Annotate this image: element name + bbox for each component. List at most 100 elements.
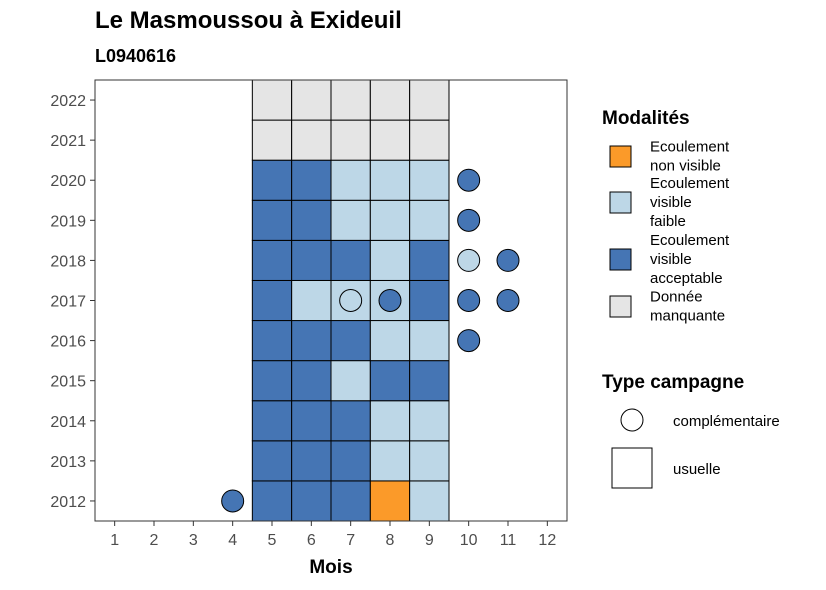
tile-2020-6: [291, 159, 332, 201]
tile-2012-8: [369, 480, 411, 522]
tile-2014-9: [409, 400, 450, 442]
legend-label-acceptable: Ecoulement visible acceptable: [650, 232, 730, 287]
complementaire-points: [221, 168, 520, 513]
y-tick-label: 2018: [50, 253, 86, 270]
y-tick-label: 2021: [50, 133, 86, 150]
point-2017-7: [339, 289, 363, 312]
tile-2018-7: [330, 239, 371, 281]
x-tick-label: 6: [307, 532, 316, 549]
legend-key-acceptable: [609, 248, 632, 271]
x-tick-label: 9: [425, 532, 434, 549]
point-2018-10: [457, 248, 481, 272]
x-tick-label: 8: [386, 532, 395, 549]
legend-label-complementaire: complémentaire: [673, 413, 780, 430]
y-tick-label: 2014: [50, 414, 86, 431]
legend-label-faible: Ecoulement visible faible: [650, 175, 730, 230]
chart-title: Le Masmoussou à Exideuil: [95, 7, 402, 34]
tile-2021-9: [409, 119, 450, 161]
x-tick-label: 1: [110, 532, 119, 549]
tile-2014-8: [369, 400, 411, 442]
point-2020-10: [457, 168, 481, 192]
legend-modalites-title: Modalités: [602, 108, 690, 129]
legend-label-nonvisible: Ecoulement non visible: [650, 139, 730, 175]
y-axis: 2012 2013 2014 2015 2016 2017 2018 2019 2020 2021…: [50, 93, 95, 511]
tile-2022-5: [251, 79, 293, 121]
tile-2015-6: [291, 360, 332, 402]
legend-key-complementaire: [620, 408, 644, 432]
point-2019-10: [457, 208, 481, 232]
tile-2012-7: [330, 480, 371, 522]
tile-2020-7: [330, 159, 371, 201]
y-tick-label: 2016: [50, 334, 86, 351]
tile-2013-8: [369, 440, 411, 482]
x-tick-label: 12: [538, 532, 556, 549]
tile-2015-9: [409, 360, 450, 402]
tile-2018-5: [251, 239, 293, 281]
legend-key-faible: [609, 191, 632, 214]
tile-2015-5: [251, 360, 293, 402]
y-tick-label: 2019: [50, 213, 86, 230]
tile-2022-8: [369, 79, 411, 121]
tile-2021-7: [330, 119, 371, 161]
tile-2017-5: [251, 279, 293, 322]
point-2017-10: [457, 289, 481, 312]
y-tick-label: 2012: [50, 494, 86, 511]
tile-2022-7: [330, 79, 371, 121]
tile-2018-8: [369, 239, 411, 281]
tile-2016-9: [409, 320, 450, 362]
tile-2019-6: [291, 199, 332, 241]
tile-2020-9: [409, 159, 450, 201]
tile-2014-5: [251, 400, 293, 442]
y-tick-label: 2020: [50, 173, 86, 190]
tile-2013-9: [409, 440, 450, 482]
tile-2019-8: [369, 199, 411, 241]
x-tick-label: 10: [460, 532, 478, 549]
tile-2012-5: [251, 480, 293, 522]
tile-2017-6: [291, 279, 332, 322]
tile-2014-7: [330, 400, 371, 442]
tile-2020-8: [369, 159, 411, 201]
tile-2022-6: [291, 79, 332, 121]
tile-2013-5: [251, 440, 293, 482]
point-2017-11: [496, 289, 520, 312]
tile-2015-8: [369, 360, 411, 402]
legend-label-usuelle: usuelle: [673, 461, 721, 478]
legend-campagne-title: Type campagne: [602, 372, 744, 393]
tile-2012-9: [409, 480, 450, 522]
tile-2019-9: [409, 199, 450, 241]
x-tick-label: 11: [500, 532, 517, 549]
tile-2019-5: [251, 199, 293, 241]
x-tick-label: 2: [150, 532, 159, 549]
tile-2015-7: [330, 360, 371, 402]
tile-2017-9: [409, 279, 450, 322]
tile-2021-6: [291, 119, 332, 161]
x-tick-label: 5: [268, 532, 277, 549]
x-tick-label: 4: [228, 532, 237, 549]
x-axis-title: Mois: [309, 557, 352, 578]
tile-2016-5: [251, 320, 293, 362]
tile-2018-6: [291, 239, 332, 281]
tile-2019-7: [330, 199, 371, 241]
x-tick-label: 7: [346, 532, 355, 549]
tile-2021-8: [369, 119, 411, 161]
x-axis: 1 2 3 4 5 6 7 8 9 10 11 12: [110, 521, 556, 549]
legend-type-campagne: Type campagne complémentaire usuelle: [602, 372, 780, 489]
tile-2014-6: [291, 400, 332, 442]
y-tick-label: 2022: [50, 93, 86, 110]
tile-2013-6: [291, 440, 332, 482]
point-2017-8: [378, 289, 402, 312]
tile-2016-6: [291, 320, 332, 362]
tile-2012-6: [291, 480, 332, 522]
point-2012-4: [221, 489, 245, 513]
legend-key-manquante: [609, 295, 632, 318]
tile-2013-7: [330, 440, 371, 482]
legend-key-nonvisible: [609, 145, 632, 168]
point-2016-10: [457, 329, 481, 353]
tile-2016-8: [369, 320, 411, 362]
y-tick-label: 2015: [50, 374, 86, 391]
tile-2021-5: [251, 119, 293, 161]
tile-2020-5: [251, 159, 293, 201]
y-tick-label: 2013: [50, 454, 86, 471]
